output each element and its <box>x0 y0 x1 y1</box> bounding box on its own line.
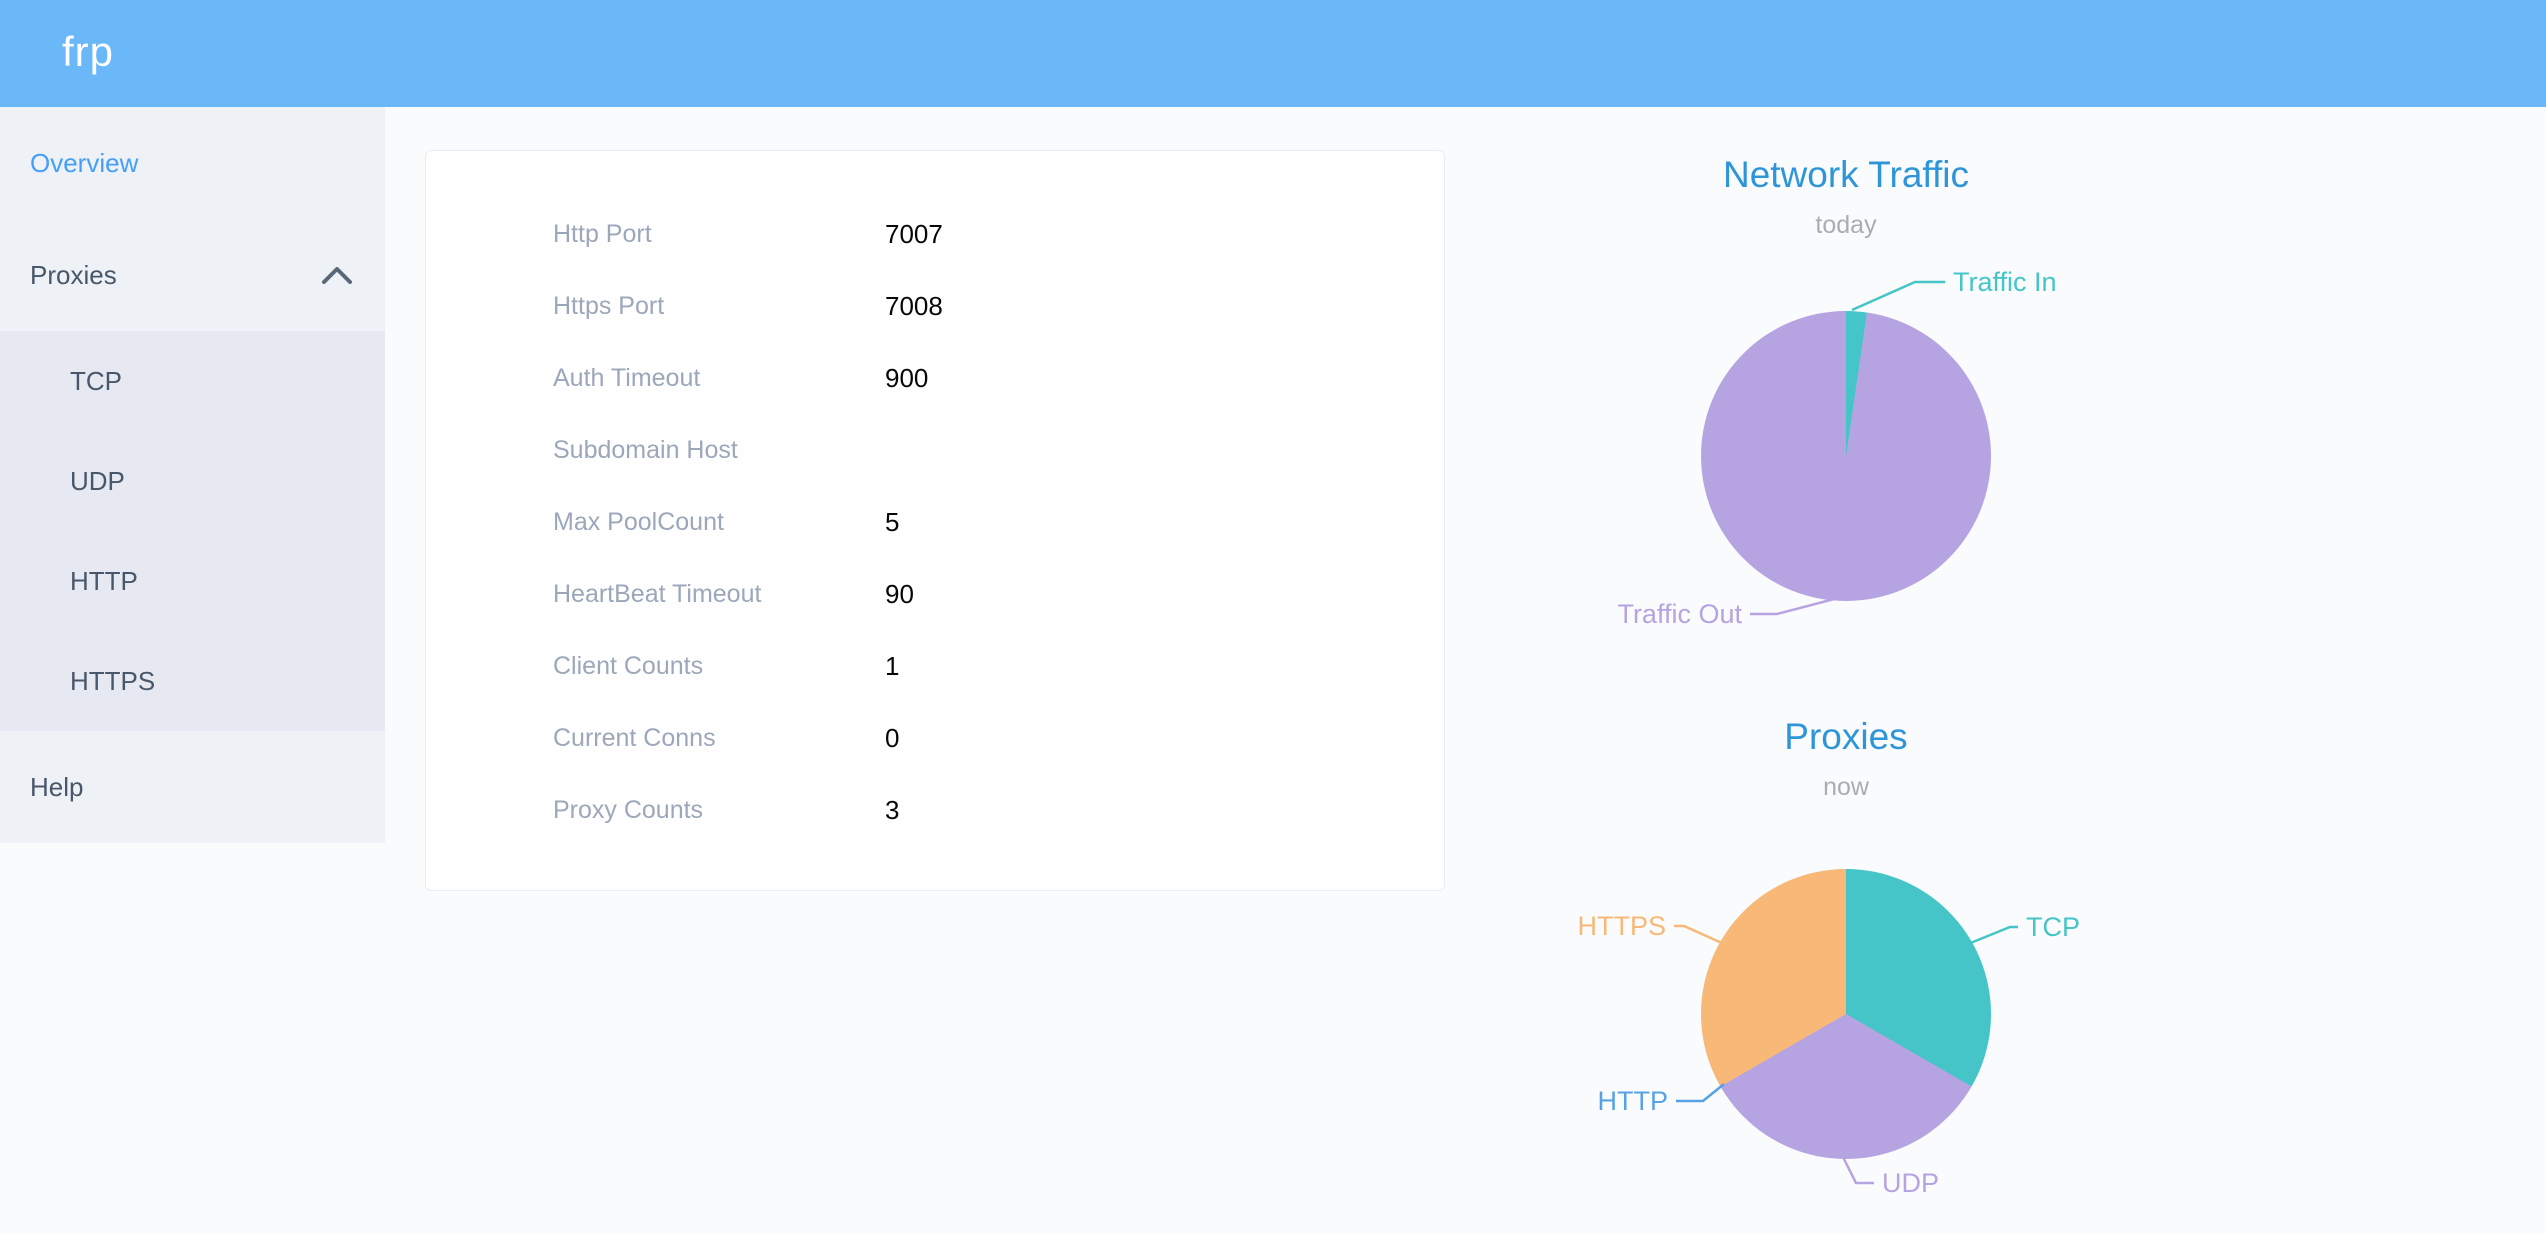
chart-subtitle-network-traffic: today <box>1815 211 1877 239</box>
server-info-row: Http Port 7007 <box>426 198 1444 270</box>
server-info-row: Proxy Counts 3 <box>426 774 1444 846</box>
server-info-value: 3 <box>885 794 900 825</box>
server-info-value: 7008 <box>885 290 943 321</box>
server-info-row: Client Counts 1 <box>426 630 1444 702</box>
server-info-row: Auth Timeout 900 <box>426 342 1444 414</box>
app-header: frp <box>0 0 2546 107</box>
sidebar-item-https[interactable]: HTTPS <box>70 666 156 696</box>
server-info-label: Client Counts <box>553 651 704 680</box>
pie-label-traffic-in: Traffic In <box>1953 267 2057 297</box>
server-info-value: 5 <box>885 506 900 537</box>
server-info-label: Http Port <box>553 219 652 248</box>
sidebar-item-http[interactable]: HTTP <box>70 566 138 596</box>
server-info-value: 90 <box>885 578 914 609</box>
proxies-pie-chart[interactable] <box>1701 869 1991 1159</box>
pie-label-line-udp <box>1840 1154 1874 1185</box>
pie-label-https: HTTPS <box>1577 911 1666 941</box>
pie-label-line-traffic-in <box>1851 280 1945 312</box>
server-info-row: Current Conns 0 <box>426 702 1444 774</box>
sidebar-item-overview-label: Overview <box>30 148 139 178</box>
sidebar-item-help[interactable]: Help <box>0 731 385 843</box>
network-traffic-pie-chart[interactable] <box>1701 311 1991 601</box>
pie-label-tcp: TCP <box>2026 912 2080 942</box>
server-info-label: Current Conns <box>553 723 716 752</box>
server-info-value: 900 <box>885 362 929 393</box>
server-info-label: Https Port <box>553 291 665 320</box>
sidebar-item-proxies[interactable]: Proxies <box>0 219 385 331</box>
server-info-value: 0 <box>885 722 900 753</box>
server-info-label: Proxy Counts <box>553 795 704 824</box>
sidebar-item-proxies-label: Proxies <box>30 260 117 290</box>
sidebar-proxies-submenu: TCP UDP HTTP HTTPS <box>0 331 385 731</box>
pie-label-line-tcp <box>1967 925 2018 946</box>
chart-title-proxies: Proxies <box>1784 716 1908 757</box>
sidebar-item-overview[interactable]: Overview <box>0 107 385 219</box>
server-info-label: Auth Timeout <box>553 363 701 392</box>
server-info-label: HeartBeat Timeout <box>553 579 762 608</box>
pie-label-line-traffic-out <box>1750 596 1839 616</box>
server-info-value: 7007 <box>885 218 943 249</box>
chevron-up-icon <box>322 267 352 284</box>
server-info-label: Max PoolCount <box>553 507 724 536</box>
chart-subtitle-proxies: now <box>1823 773 1869 801</box>
server-info-value: 1 <box>885 650 900 681</box>
pie-label-traffic-out: Traffic Out <box>1617 599 1742 629</box>
server-info-label: Subdomain Host <box>553 435 738 464</box>
server-info-card: Http Port 7007 Https Port 7008 Auth Timeout 9… <box>425 150 1445 891</box>
chart-title-network-traffic: Network Traffic <box>1722 154 1970 195</box>
sidebar-item-help-label: Help <box>30 772 84 802</box>
server-info-row: Max PoolCount 5 <box>426 486 1444 558</box>
pie-label-line-https <box>1674 924 1725 946</box>
server-info-row: Subdomain Host <box>426 414 1444 486</box>
pie-label-line-http <box>1676 1083 1725 1103</box>
server-info-row: Https Port 7008 <box>426 270 1444 342</box>
pie-label-http: HTTP <box>1598 1086 1669 1116</box>
app-logo: frp <box>62 28 115 75</box>
sidebar-item-tcp[interactable]: TCP <box>70 366 122 396</box>
sidebar-item-udp[interactable]: UDP <box>70 466 125 496</box>
pie-label-udp: UDP <box>1882 1168 1939 1198</box>
sidebar: Overview Proxies TCP UDP HTTP HTTPS Help <box>0 107 385 843</box>
server-info-row: HeartBeat Timeout 90 <box>426 558 1444 630</box>
